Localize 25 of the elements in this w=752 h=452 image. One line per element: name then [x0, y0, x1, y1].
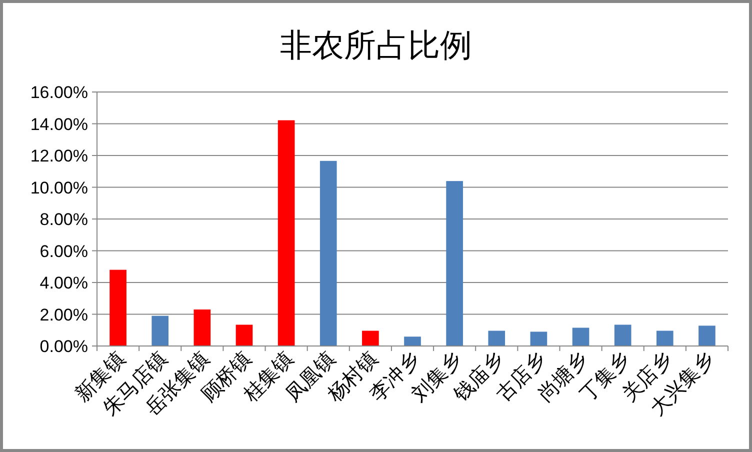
- bar: [572, 328, 590, 346]
- bar: [614, 324, 632, 346]
- bar: [488, 330, 506, 346]
- bar: [698, 326, 716, 346]
- chart-title: 非农所占比例: [280, 27, 472, 63]
- y-tick-label: 4.00%: [40, 274, 88, 292]
- y-tick-label: 10.00%: [30, 178, 88, 198]
- y-tick-label: 14.00%: [30, 114, 88, 134]
- bar: [404, 336, 421, 346]
- bar: [320, 160, 337, 346]
- bar: [530, 332, 548, 346]
- bar: [110, 270, 126, 346]
- y-tick-label: 0.00%: [40, 337, 88, 356]
- bar: [446, 181, 463, 346]
- bar: [362, 330, 379, 346]
- bar: [656, 330, 674, 346]
- y-tick-label: 8.00%: [40, 210, 88, 229]
- y-tick-label: 16.00%: [30, 83, 88, 102]
- bar: [194, 309, 211, 346]
- bar: [152, 316, 169, 346]
- bar: [236, 324, 253, 346]
- y-tick-label: 2.00%: [40, 305, 88, 324]
- bar: [278, 120, 295, 346]
- y-tick-label: 12.00%: [30, 146, 88, 166]
- y-tick-label: 6.00%: [40, 242, 88, 261]
